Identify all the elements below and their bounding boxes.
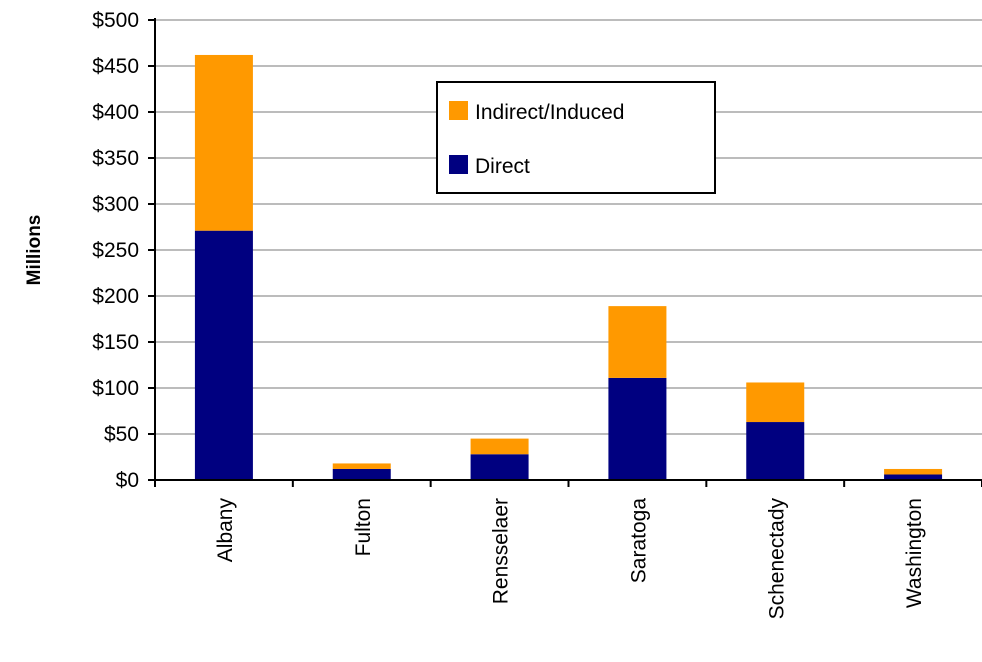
y-tick-label: $250: [92, 239, 139, 262]
bar-direct-rensselaer: [471, 454, 529, 480]
y-tick-label: $150: [92, 331, 139, 354]
bar-indirect-induced-saratoga: [608, 306, 666, 378]
y-tick-label: $0: [116, 469, 139, 492]
bar-indirect-induced-washington: [884, 469, 942, 475]
category-label-washington: Washington: [903, 498, 926, 608]
bar-direct-schenectady: [746, 422, 804, 480]
y-tick-label: $50: [104, 423, 139, 446]
y-tick-label: $400: [92, 101, 139, 124]
category-labels: Albany Fulton Rensselaer Saratoga Schenectad…: [214, 498, 926, 620]
y-tick-label: $450: [92, 55, 139, 78]
y-axis-title: Millions: [24, 215, 45, 286]
bar-direct-saratoga: [608, 378, 666, 480]
y-tick-label: $500: [92, 9, 139, 32]
category-label-albany: Albany: [214, 498, 237, 563]
bar-indirect-induced-schenectady: [746, 382, 804, 422]
y-tick-labels: $0 $50 $100 $150 $200 $250 $300 $350 $400 $450 $50…: [92, 9, 139, 492]
category-label-rensselaer: Rensselaer: [490, 498, 513, 604]
legend-label-direct: Direct: [475, 155, 530, 178]
legend-swatch-direct: [449, 155, 468, 174]
y-tick-label: $200: [92, 285, 139, 308]
category-label-saratoga: Saratoga: [627, 498, 650, 584]
category-label-schenectady: Schenectady: [765, 498, 788, 620]
legend-label-indirect-induced: Indirect/Induced: [475, 101, 624, 124]
bar-indirect-induced-rensselaer: [471, 439, 529, 455]
bar-direct-fulton: [333, 469, 391, 480]
y-tick-label: $350: [92, 147, 139, 170]
legend: Indirect/Induced Direct: [437, 82, 715, 193]
category-label-fulton: Fulton: [352, 498, 375, 556]
legend-swatch-indirect-induced: [449, 101, 468, 120]
bar-direct-albany: [195, 231, 253, 480]
bar-indirect-induced-fulton: [333, 463, 391, 469]
bar-indirect-induced-albany: [195, 55, 253, 231]
y-tick-label: $100: [92, 377, 139, 400]
y-tick-label: $300: [92, 193, 139, 216]
